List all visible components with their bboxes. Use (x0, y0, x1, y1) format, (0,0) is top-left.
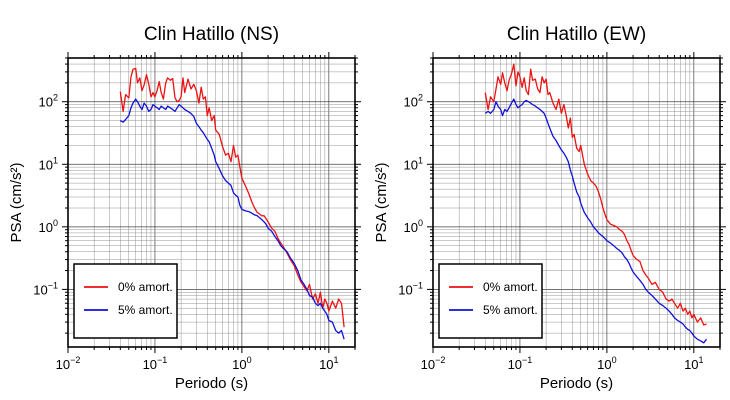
y-tick-label: 100 (404, 218, 423, 235)
x-tick-label: 100 (597, 355, 616, 372)
legend-label: 0% amort. (118, 280, 173, 294)
legend-box (438, 263, 543, 339)
y-tick-label: 10−1 (33, 280, 58, 297)
chart-panel-2: 10−2 10−1 100 101 10−1 100 101 102 Clin Hatillo … (373, 24, 726, 392)
series-line-damped (484, 98, 708, 344)
y-tick-label: 101 (404, 155, 423, 172)
y-axis-label: PSA (cm/s²) (8, 162, 25, 242)
tick-marks (62, 52, 361, 353)
chart-title: Clin Hatillo (EW) (507, 24, 646, 45)
x-axis-label: Periodo (s) (175, 375, 248, 392)
x-tick-label: 101 (684, 355, 703, 372)
plot-frame (67, 57, 356, 348)
series-line-undamped (119, 67, 345, 328)
x-tick-label: 101 (319, 355, 338, 372)
x-tick-label: 100 (232, 355, 251, 372)
y-tick-label: 10−1 (398, 280, 423, 297)
x-tick-label: 10−1 (143, 355, 168, 372)
legend: 0% amort. 5% amort. (73, 263, 178, 339)
x-axis-label: Periodo (s) (540, 375, 613, 392)
y-tick-label: 101 (39, 155, 58, 172)
series-group (119, 67, 345, 340)
legend-label: 5% amort. (483, 303, 538, 317)
legend-label: 5% amort. (118, 303, 173, 317)
tick-marks (427, 52, 726, 353)
series-line-damped (119, 98, 345, 340)
plot-frame (432, 57, 721, 348)
chart-panel-1: 10−2 10−1 100 101 10−1 100 101 102 Clin Hatillo … (8, 24, 361, 392)
y-axis-label: PSA (cm/s²) (373, 162, 390, 242)
chart-title: Clin Hatillo (NS) (144, 24, 279, 45)
legend-box (73, 263, 178, 339)
x-tick-label: 10−2 (421, 355, 446, 372)
series-group (484, 63, 708, 344)
x-tick-label: 10−2 (56, 355, 81, 372)
legend-label: 0% amort. (483, 280, 538, 294)
y-tick-label: 100 (39, 218, 58, 235)
legend: 0% amort. 5% amort. (438, 263, 543, 339)
x-tick-label: 10−1 (508, 355, 533, 372)
series-line-undamped (484, 63, 707, 326)
y-tick-label: 102 (404, 93, 423, 110)
y-tick-label: 102 (39, 93, 58, 110)
